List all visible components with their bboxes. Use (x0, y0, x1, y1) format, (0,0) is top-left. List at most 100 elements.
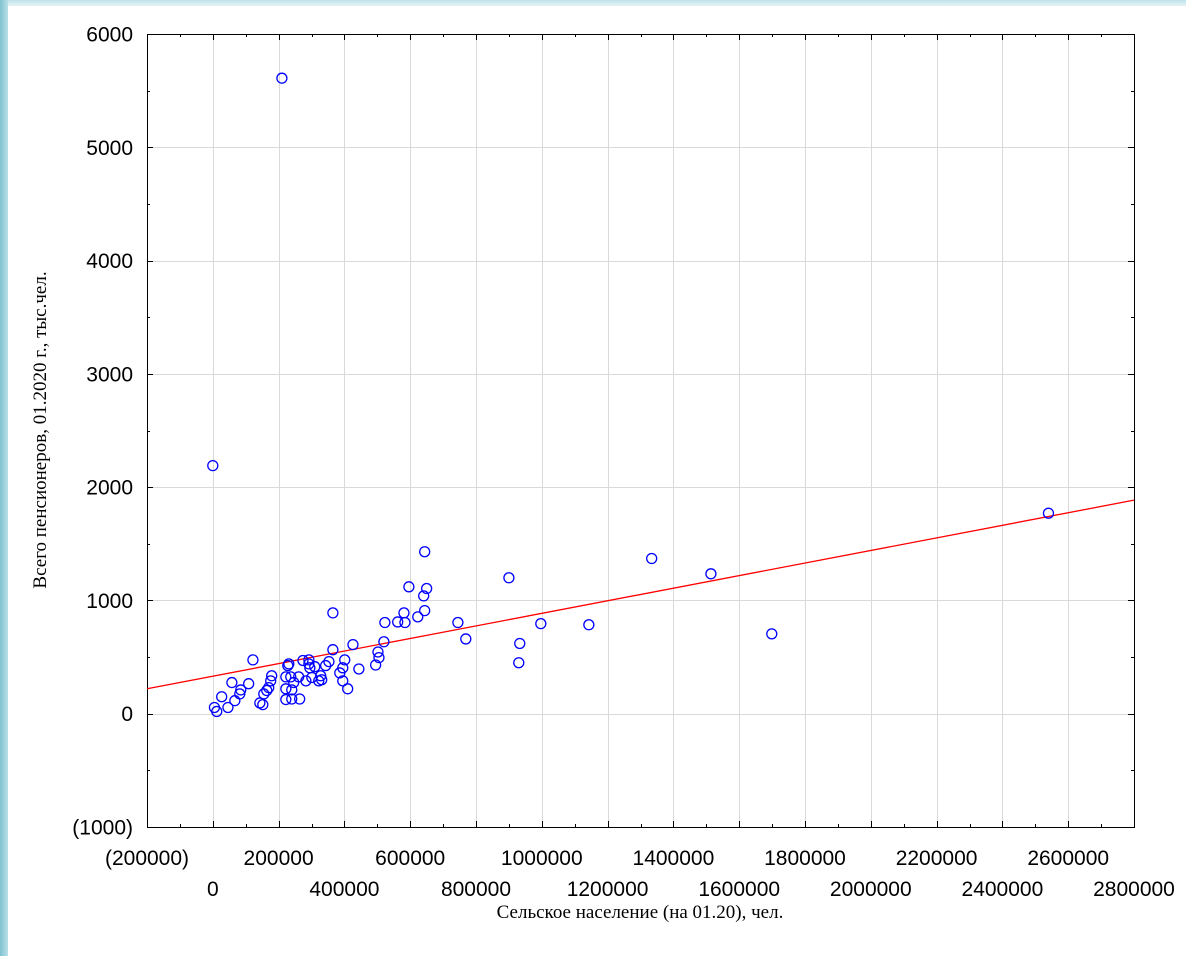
data-point (283, 658, 295, 670)
x-tick-label: 1000000 (501, 847, 583, 870)
data-point (257, 699, 269, 711)
data-point (398, 607, 410, 619)
data-point (392, 616, 404, 628)
data-point (370, 659, 382, 671)
data-point (258, 688, 270, 700)
data-point (705, 568, 717, 580)
data-point (280, 683, 292, 695)
y-tick-label: 2000 (86, 477, 133, 500)
data-point (327, 644, 339, 656)
x-tick-label: 1200000 (567, 878, 649, 901)
data-point (266, 670, 278, 682)
x-tick-label: 400000 (309, 878, 379, 901)
regression-line-group (146, 499, 1135, 690)
data-point (403, 581, 415, 593)
y-tick-label: 1000 (86, 590, 133, 613)
x-tick-label: 2200000 (896, 847, 978, 870)
data-point (222, 701, 234, 714)
data-point (235, 684, 247, 696)
x-tick-label: 0 (207, 878, 219, 901)
data-point (261, 684, 273, 697)
data-point (419, 546, 431, 558)
data-point (766, 628, 778, 640)
y-tick-label: 0 (121, 703, 133, 726)
data-point (323, 655, 335, 668)
data-point (378, 636, 390, 648)
data-point (327, 607, 339, 619)
data-point (229, 695, 241, 707)
axis-ticks (147, 34, 1135, 828)
data-point (303, 658, 315, 670)
data-point (339, 654, 351, 666)
data-point (309, 661, 321, 673)
x-tick-label: 200000 (244, 847, 314, 870)
data-point (460, 633, 472, 645)
data-point (452, 616, 464, 629)
y-tick-label: 4000 (86, 250, 133, 273)
data-point (303, 654, 315, 666)
data-point (306, 671, 318, 684)
grid-lines (147, 34, 1134, 827)
data-point (583, 619, 595, 631)
data-point (337, 675, 349, 687)
data-point (503, 572, 515, 584)
y-tick-labels: (1000) 0 1000 2000 3000 4000 5000 6000 (72, 24, 133, 840)
x-tick-label: 2800000 (1093, 878, 1175, 901)
data-point (282, 659, 294, 672)
left-border-strip (0, 0, 8, 956)
data-point (315, 670, 327, 682)
data-point (216, 691, 228, 703)
x-tick-label: 800000 (441, 878, 511, 901)
data-point (347, 638, 359, 651)
regression-line (146, 499, 1135, 690)
data-point (372, 646, 384, 658)
data-points (207, 72, 1055, 718)
y-axis-title: Всего пенсионеров, 01.2020 г., тыс.чел. (30, 271, 51, 588)
data-point (294, 693, 306, 705)
data-point (211, 705, 223, 718)
x-tick-label: 1400000 (633, 847, 715, 870)
data-point (313, 675, 325, 687)
data-point (207, 459, 219, 472)
y-tick-label: 3000 (86, 363, 133, 386)
data-point (265, 675, 277, 687)
data-point (288, 676, 300, 689)
x-tick-label: 2600000 (1027, 847, 1109, 870)
data-point (280, 671, 292, 683)
data-point (226, 676, 238, 689)
x-axis-title: Сельское население (на 01.20), чел. (497, 902, 784, 923)
y-tick-label: 6000 (86, 24, 133, 47)
data-point (297, 654, 309, 667)
data-point (243, 678, 255, 690)
data-point (514, 637, 526, 650)
data-point (535, 618, 547, 630)
data-point (412, 611, 424, 623)
x-tick-label: 1800000 (764, 847, 846, 870)
x-tick-labels: (200000) 0 200000 400000 600000 800000 1000000… (105, 847, 1175, 901)
data-point (646, 552, 658, 565)
data-point (513, 657, 525, 669)
plot-frame (147, 34, 1135, 828)
data-point (286, 693, 298, 705)
data-point (379, 616, 391, 629)
y-tick-label: 5000 (86, 137, 133, 160)
data-point (418, 590, 430, 602)
data-point (399, 616, 411, 629)
data-point (1042, 507, 1055, 519)
x-tick-label: 600000 (375, 847, 445, 870)
data-point (276, 72, 288, 84)
data-point (353, 663, 365, 675)
x-tick-label: 1600000 (698, 878, 780, 901)
x-tick-label: (200000) (105, 847, 189, 870)
data-point (419, 604, 431, 617)
data-point (286, 684, 298, 696)
data-point (342, 683, 354, 695)
data-point (319, 659, 332, 672)
data-point (247, 654, 259, 666)
data-point (334, 667, 346, 679)
x-tick-label: 2000000 (830, 878, 912, 901)
data-point (280, 693, 292, 706)
data-point (285, 671, 297, 683)
